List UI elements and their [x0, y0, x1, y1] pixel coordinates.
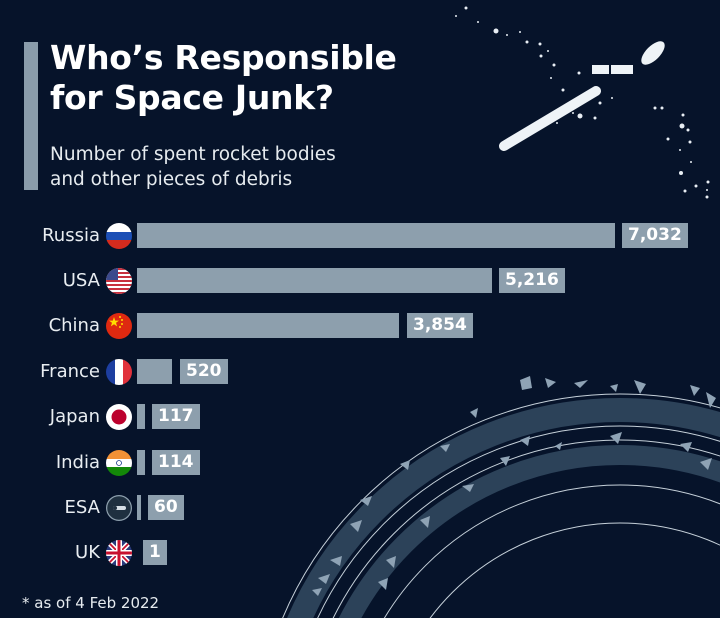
title-line-2: for Space Junk?: [50, 78, 334, 117]
page-title: Who’s Responsible for Space Junk?: [50, 38, 470, 118]
country-label: Russia: [42, 225, 100, 246]
value-label: 520: [180, 359, 228, 384]
bar-row-india: India 114: [0, 449, 720, 477]
russia-flag-icon: [106, 223, 132, 249]
bar: [137, 223, 615, 248]
value-label: 3,854: [407, 313, 473, 338]
bar-row-usa: USA 5,216: [0, 267, 720, 295]
rocket-body-icon: [499, 86, 601, 151]
esa-logo-icon: [106, 495, 132, 521]
value-label: 114: [152, 450, 200, 475]
country-label: USA: [62, 270, 100, 291]
bar: [137, 495, 141, 520]
title-accent-bar: [24, 42, 38, 190]
value-label: 7,032: [622, 223, 688, 248]
title-line-1: Who’s Responsible: [50, 38, 397, 77]
value-label: 5,216: [499, 268, 565, 293]
subtitle-line-1: Number of spent rocket bodies: [50, 144, 336, 165]
bar-row-france: France 520: [0, 358, 720, 386]
country-label: UK: [75, 542, 100, 563]
bar: [137, 359, 172, 384]
bar: [137, 450, 145, 475]
value-label: 1: [143, 540, 167, 565]
country-label: China: [48, 315, 100, 336]
debris-pod-icon: [641, 41, 665, 65]
stars-icon: [455, 6, 710, 199]
uk-flag-icon: [106, 540, 132, 566]
subtitle: Number of spent rocket bodies and other …: [50, 142, 450, 192]
satellite-icon: [592, 65, 633, 74]
country-label: ESA: [64, 497, 100, 518]
country-label: Japan: [49, 406, 100, 427]
bar-row-uk: UK 1: [0, 539, 720, 567]
bar-row-japan: Japan 117: [0, 403, 720, 431]
india-flag-icon: [106, 450, 132, 476]
bar-row-esa: ESA 60: [0, 494, 720, 522]
china-flag-icon: [106, 313, 132, 339]
japan-flag-icon: [106, 404, 132, 430]
country-label: India: [55, 452, 100, 473]
france-flag-icon: [106, 359, 132, 385]
bar: [137, 313, 399, 338]
bar-row-russia: Russia 7,032: [0, 222, 720, 250]
bar-row-china: China 3,854: [0, 312, 720, 340]
country-label: France: [40, 361, 100, 382]
footnote: * as of 4 Feb 2022: [22, 594, 160, 612]
value-label: 117: [152, 404, 200, 429]
value-label: 60: [148, 495, 184, 520]
usa-flag-icon: [106, 268, 132, 294]
bar: [137, 268, 492, 293]
subtitle-line-2: and other pieces of debris: [50, 169, 293, 190]
bar: [137, 404, 145, 429]
